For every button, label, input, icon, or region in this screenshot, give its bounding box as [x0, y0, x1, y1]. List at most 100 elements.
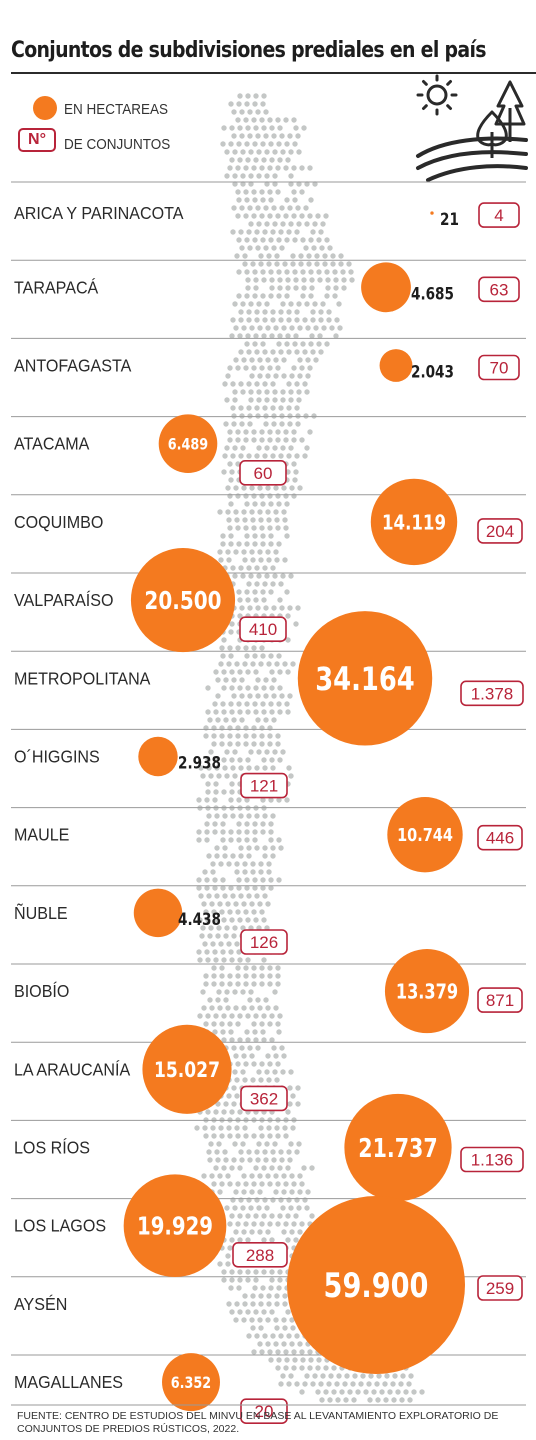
region-name: LA ARAUCANÍA [14, 1060, 131, 1080]
count-label: 1.136 [471, 1151, 514, 1170]
region-name: O´HIGGINS [14, 747, 100, 767]
legend-hectares-label: EN HECTAREAS [64, 101, 169, 118]
region-name: ÑUBLE [14, 902, 68, 923]
region-name: MAGALLANES [14, 1372, 123, 1392]
sun-icon [416, 74, 458, 116]
hectares-label: 14.119 [382, 512, 446, 535]
hectares-label: 2.043 [411, 362, 454, 382]
hectares-label: 4.438 [178, 910, 221, 930]
count-badge [478, 202, 520, 228]
region-marks: 20.500 410 [130, 548, 287, 653]
count-badge [477, 824, 523, 851]
count-badge [478, 354, 520, 381]
region-marks: 59.900 259 [287, 1196, 523, 1374]
region-row: LOS LAGOS [11, 1198, 526, 1236]
hectares-bubble [158, 414, 218, 473]
count-label: 259 [486, 1279, 514, 1298]
region-name: ARICA Y PARINACOTA [14, 203, 184, 223]
hectares-bubble [138, 736, 178, 777]
region-row: VALPARAÍSO [11, 572, 526, 610]
hectares-label: 6.352 [171, 1375, 211, 1393]
hectares-bubble [130, 548, 236, 653]
hectares-label: 13.379 [396, 981, 458, 1004]
count-label: 70 [490, 359, 509, 378]
region-row: LA ARAUCANÍA [11, 1041, 526, 1080]
count-label: 63 [490, 280, 509, 299]
hectares-label: 15.027 [154, 1057, 220, 1082]
region-name: TARAPACÁ [14, 278, 99, 298]
hectares-bubble [379, 349, 413, 382]
region-marks: 2.938 121 [138, 736, 288, 799]
count-label: 4 [494, 206, 503, 225]
hectares-label: 4.685 [411, 284, 454, 304]
count-label: 871 [486, 991, 514, 1010]
hectares-bubble [162, 1353, 220, 1412]
region-marks: 15.027 362 [142, 1024, 288, 1114]
map-dots [193, 93, 425, 1403]
count-label: 60 [254, 464, 273, 483]
hectares-bubble [287, 1196, 465, 1374]
count-badge [240, 1085, 288, 1112]
region-marks: 6.489 60 [158, 414, 287, 486]
region-name: LOS RÍOS [14, 1138, 90, 1158]
count-badge [240, 772, 288, 799]
region-marks: 4.685 63 [361, 262, 520, 313]
count-label: 288 [246, 1246, 274, 1265]
count-label: 126 [250, 933, 278, 952]
legend-count-badge: N° [18, 128, 56, 152]
hectares-bubble [370, 478, 458, 566]
region-name: LOS LAGOS [14, 1216, 106, 1236]
count-badge [240, 929, 288, 955]
region-marks: 2.043 70 [379, 349, 520, 382]
region-row: ATACAMA [11, 416, 526, 454]
count-badge [460, 1146, 524, 1173]
count-label: 362 [250, 1089, 278, 1108]
hectares-bubble [430, 211, 434, 215]
hectares-label: 34.164 [315, 660, 415, 698]
count-label: 20 [255, 1402, 274, 1421]
region-row: TARAPACÁ [11, 259, 526, 298]
hectares-label: 21.737 [358, 1134, 437, 1164]
count-label: 121 [250, 777, 278, 796]
hectares-bubble [361, 262, 411, 313]
region-marks: 19.929 288 [123, 1174, 288, 1278]
region-name: AYSÉN [14, 1294, 67, 1314]
hectares-bubble [133, 888, 183, 938]
region-name: ATACAMA [14, 434, 90, 454]
hectares-bubble [142, 1024, 232, 1114]
legend-hectares-swatch [33, 96, 57, 120]
hectares-bubble [387, 797, 463, 873]
source-note: FUENTE: CENTRO DE ESTUDIOS DEL MINVU EN … [17, 1410, 499, 1435]
region-row: MAGALLANES [11, 1354, 526, 1392]
hectares-label: 20.500 [144, 587, 221, 616]
hectares-label: 21 [440, 210, 459, 230]
region-marks: 21.737 1.136 [344, 1093, 524, 1202]
hectares-label: 10.744 [397, 825, 453, 846]
region-name: METROPOLITANA [14, 669, 151, 689]
chart-title: Conjuntos de subdivisiones prediales en … [11, 38, 487, 63]
region-row: O´HIGGINS [11, 728, 526, 767]
count-label: 446 [486, 829, 514, 848]
region-name: MAULE [14, 825, 69, 845]
count-badge [477, 987, 523, 1013]
region-marks: 10.744 446 [387, 797, 523, 873]
count-badge [478, 276, 520, 303]
region-name: VALPARAÍSO [14, 590, 114, 610]
hectares-bubble [297, 611, 433, 746]
region-name: BIOBÍO [14, 981, 69, 1001]
hectares-bubble [123, 1174, 227, 1278]
hectares-label: 2.938 [178, 753, 221, 773]
count-badge [239, 616, 287, 643]
hectares-label: 19.929 [137, 1212, 213, 1241]
region-row: ÑUBLE [11, 885, 526, 923]
hectares-label: 6.489 [168, 436, 208, 454]
count-badge [477, 1275, 523, 1301]
count-label: 1.378 [471, 684, 514, 703]
region-row: ANTOFAGASTA [11, 337, 526, 376]
region-row: ARICA Y PARINACOTA [11, 181, 526, 223]
count-badge [232, 1242, 288, 1268]
region-marks: 14.119 204 [370, 478, 523, 566]
count-badge [460, 680, 524, 707]
